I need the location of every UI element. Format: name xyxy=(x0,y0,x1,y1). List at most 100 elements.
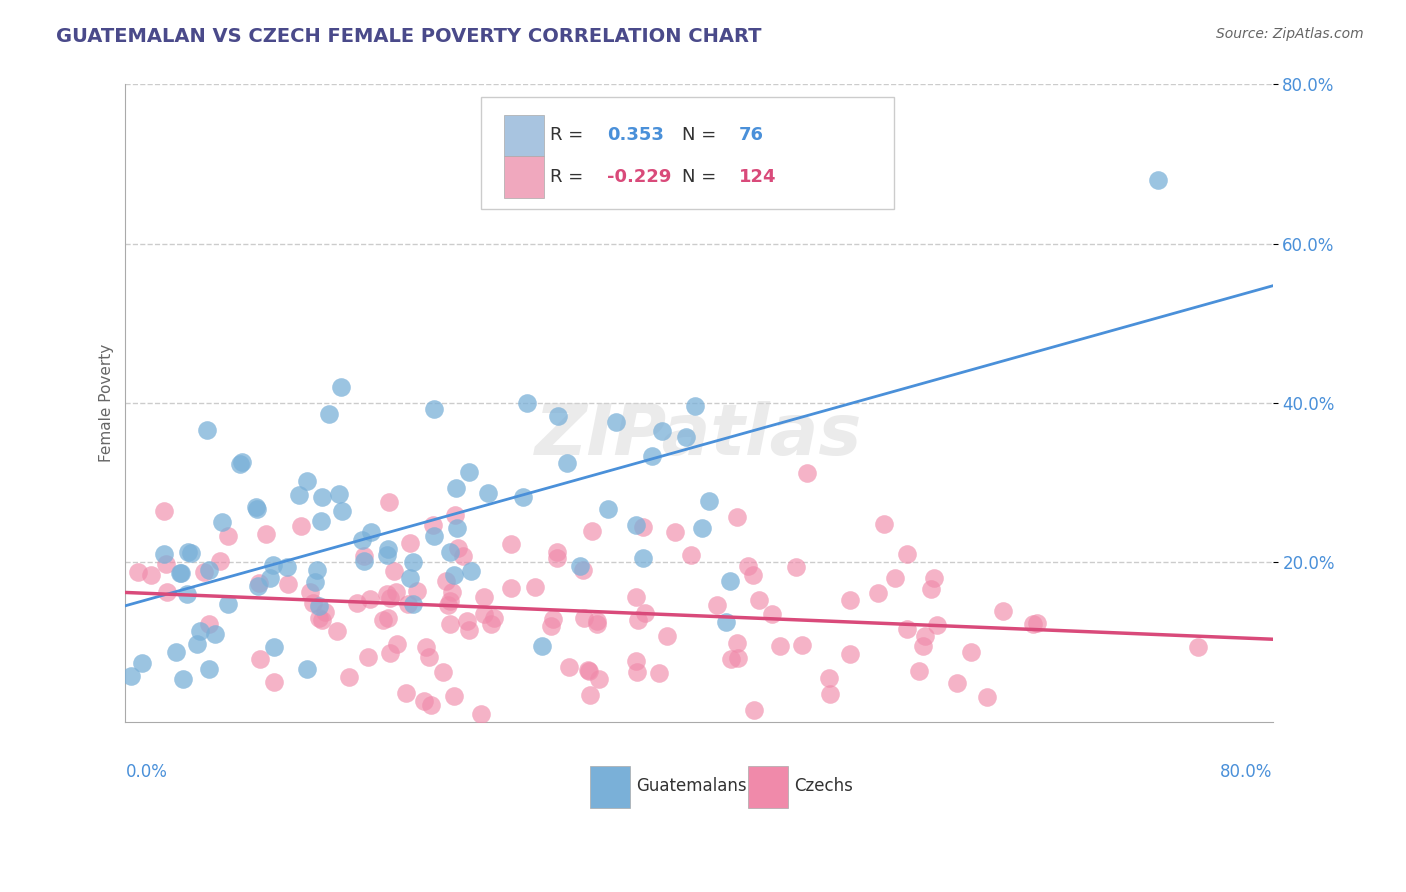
Point xyxy=(624,518,647,533)
Point xyxy=(920,582,942,596)
Point xyxy=(418,650,440,665)
Point xyxy=(531,639,554,653)
FancyBboxPatch shape xyxy=(503,156,544,197)
Point xyxy=(818,671,841,685)
Point xyxy=(357,649,380,664)
Point xyxy=(945,676,967,690)
Point xyxy=(818,687,841,701)
Point xyxy=(675,430,697,444)
Point xyxy=(153,547,176,561)
Point xyxy=(960,645,983,659)
Point xyxy=(976,690,998,704)
Point xyxy=(477,485,499,500)
Point xyxy=(377,541,399,556)
Point xyxy=(451,549,474,563)
Text: Guatemalans: Guatemalans xyxy=(636,777,747,795)
Point xyxy=(217,597,239,611)
Point xyxy=(295,475,318,489)
Point xyxy=(444,482,467,496)
Point xyxy=(307,563,329,577)
Point xyxy=(413,694,436,708)
Point xyxy=(353,549,375,563)
Point xyxy=(399,536,422,550)
Point xyxy=(482,610,505,624)
Point xyxy=(308,611,330,625)
Point xyxy=(360,524,382,539)
Point xyxy=(458,465,481,479)
Point xyxy=(436,598,458,612)
Text: N =: N = xyxy=(682,127,721,145)
Point xyxy=(479,617,502,632)
Point xyxy=(127,565,149,579)
Point xyxy=(311,491,333,505)
Point xyxy=(380,591,402,605)
Point xyxy=(180,546,202,560)
Point xyxy=(155,557,177,571)
Point xyxy=(456,614,478,628)
Point xyxy=(873,517,896,532)
Point xyxy=(761,607,783,621)
Point xyxy=(217,529,239,543)
Point xyxy=(741,567,763,582)
Point xyxy=(574,611,596,625)
Point xyxy=(120,669,142,683)
Point xyxy=(717,157,740,171)
Point xyxy=(727,651,749,665)
Point xyxy=(697,494,720,508)
Point xyxy=(512,491,534,505)
Point xyxy=(204,627,226,641)
Point xyxy=(290,519,312,533)
Point xyxy=(326,624,349,638)
Point xyxy=(396,598,419,612)
Point xyxy=(359,592,381,607)
Point xyxy=(720,652,742,666)
Point xyxy=(499,537,522,551)
Point xyxy=(648,665,671,680)
Point xyxy=(585,614,607,628)
Point xyxy=(1022,616,1045,631)
Point xyxy=(186,637,208,651)
Point xyxy=(287,487,309,501)
Point xyxy=(540,619,562,633)
Point xyxy=(737,559,759,574)
Point xyxy=(631,520,654,534)
Point xyxy=(790,638,813,652)
Point xyxy=(195,423,218,437)
Point xyxy=(170,566,193,581)
Point xyxy=(866,586,889,600)
Text: 0.0%: 0.0% xyxy=(125,764,167,781)
Point xyxy=(384,585,406,599)
Point xyxy=(276,559,298,574)
Point xyxy=(169,566,191,580)
Text: N =: N = xyxy=(682,168,721,186)
Point xyxy=(422,529,444,543)
Point xyxy=(375,587,398,601)
FancyBboxPatch shape xyxy=(503,115,544,156)
Point xyxy=(569,558,592,573)
Point xyxy=(588,672,610,686)
Point xyxy=(188,624,211,639)
Point xyxy=(627,613,650,627)
FancyBboxPatch shape xyxy=(481,97,894,209)
Point xyxy=(263,675,285,690)
Point xyxy=(439,544,461,558)
Point xyxy=(472,607,495,621)
Text: 76: 76 xyxy=(740,127,763,145)
Point xyxy=(439,616,461,631)
Point xyxy=(651,424,673,438)
Point xyxy=(254,527,277,541)
Point xyxy=(249,575,271,590)
Point xyxy=(681,548,703,562)
Point xyxy=(295,662,318,676)
Point xyxy=(605,415,627,429)
Point xyxy=(176,587,198,601)
Point xyxy=(557,660,579,674)
Point xyxy=(927,617,949,632)
Point xyxy=(896,547,918,561)
Point xyxy=(311,613,333,627)
Point xyxy=(742,703,765,717)
Point xyxy=(725,510,748,524)
Point xyxy=(198,563,221,577)
Point xyxy=(380,646,402,660)
Point xyxy=(571,563,593,577)
